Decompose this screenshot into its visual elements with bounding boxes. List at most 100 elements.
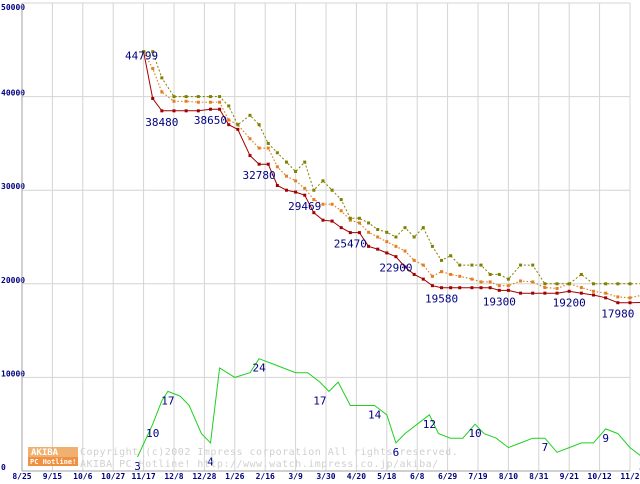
min-price-point (227, 123, 230, 126)
min-price-point (340, 226, 343, 229)
average-price-point (422, 264, 425, 267)
max-price-point (197, 95, 200, 98)
max-price-point (394, 236, 397, 239)
shop-count-label: 10 (468, 427, 481, 440)
price-label: 17980 (601, 308, 634, 321)
max-price-point (489, 273, 492, 276)
max-price-point (276, 151, 279, 154)
average-price-point (543, 286, 546, 289)
max-price-point (480, 264, 483, 267)
average-price-point (385, 240, 388, 243)
average-price-point (489, 280, 492, 283)
price-label: 25470 (334, 238, 367, 251)
max-price-point (321, 179, 324, 182)
min-price-point (249, 154, 252, 157)
min-price-point (480, 286, 483, 289)
x-tick-label: 7/19 (468, 472, 487, 480)
shop-count-label: 7 (542, 441, 549, 454)
max-price-point (616, 282, 619, 285)
min-price-point (394, 255, 397, 258)
average-price-point (507, 284, 510, 287)
average-price-point (258, 147, 261, 150)
max-price-point (422, 226, 425, 229)
x-tick-label: 10/6 (73, 472, 92, 480)
min-price-point (531, 292, 534, 295)
min-price-point (218, 108, 221, 111)
min-price-point (458, 286, 461, 289)
min-price-point (431, 284, 434, 287)
x-tick-label: 11/17 (132, 472, 156, 480)
average-price-point (394, 245, 397, 248)
average-price-point (498, 284, 501, 287)
max-price-line (144, 52, 640, 284)
average-price-point (358, 221, 361, 224)
average-price-point (413, 259, 416, 262)
min-price-point (185, 109, 188, 112)
max-price-point (294, 170, 297, 173)
min-price-point (629, 301, 632, 304)
max-price-point (331, 189, 334, 192)
shop-count-label: 17 (161, 394, 174, 407)
average-price-point (604, 292, 607, 295)
min-price-point (294, 191, 297, 194)
x-tick-label: 3/9 (288, 472, 303, 480)
number-of-shops-line (138, 359, 640, 457)
max-price-point (568, 282, 571, 285)
average-price-point (449, 273, 452, 276)
max-price-point (440, 259, 443, 262)
average-price-point (276, 165, 279, 168)
max-price-point (349, 217, 352, 220)
min-price-point (358, 231, 361, 234)
watermark-logo-bottom: PC Hotline! (30, 458, 76, 466)
min-price-point (331, 220, 334, 223)
max-price-point (470, 264, 473, 267)
average-price-point (151, 67, 154, 70)
max-price-point (249, 114, 252, 117)
x-tick-label: 11/2 (620, 472, 639, 480)
price-label: 19200 (553, 296, 586, 309)
min-price-point (568, 290, 571, 293)
average-price-point (616, 295, 619, 298)
max-price-point (209, 95, 212, 98)
average-price-point (209, 101, 212, 104)
x-tick-label: 9/21 (560, 472, 579, 480)
max-price-point (629, 282, 632, 285)
max-price-point (458, 264, 461, 267)
y-tick-label: 0 (1, 463, 6, 472)
shop-count-label: 9 (602, 432, 609, 445)
price-label: 38480 (145, 116, 178, 129)
max-price-point (160, 76, 163, 79)
x-tick-label: 3/30 (316, 472, 335, 480)
average-price-point (404, 250, 407, 253)
average-price-point (267, 147, 270, 150)
average-price-point (197, 101, 200, 104)
average-price-point (218, 101, 221, 104)
min-price-point (285, 189, 288, 192)
min-price-point (507, 289, 510, 292)
x-tick-label: 8/31 (529, 472, 548, 480)
min-price-point (413, 273, 416, 276)
min-price-point (616, 301, 619, 304)
price-label: 22900 (379, 262, 412, 275)
max-price-point (267, 142, 270, 145)
max-price-point (376, 228, 379, 231)
min-price-point (367, 245, 370, 248)
min-price-point (498, 289, 501, 292)
min-price-point (489, 286, 492, 289)
max-price-point (580, 273, 583, 276)
min-price-point (276, 184, 279, 187)
average-price-point (321, 203, 324, 206)
min-price-point (236, 128, 239, 131)
average-price-point (160, 90, 163, 93)
max-price-point (531, 264, 534, 267)
max-price-point (592, 282, 595, 285)
average-price-point (376, 236, 379, 239)
watermark: AKIBA PC Hotline! Copyright (c)2002 Impr… (28, 447, 458, 470)
min-price-point (556, 292, 559, 295)
max-price-point (340, 198, 343, 201)
min-price-point (470, 286, 473, 289)
shop-count-label: 17 (313, 394, 326, 407)
min-price-point (449, 286, 452, 289)
